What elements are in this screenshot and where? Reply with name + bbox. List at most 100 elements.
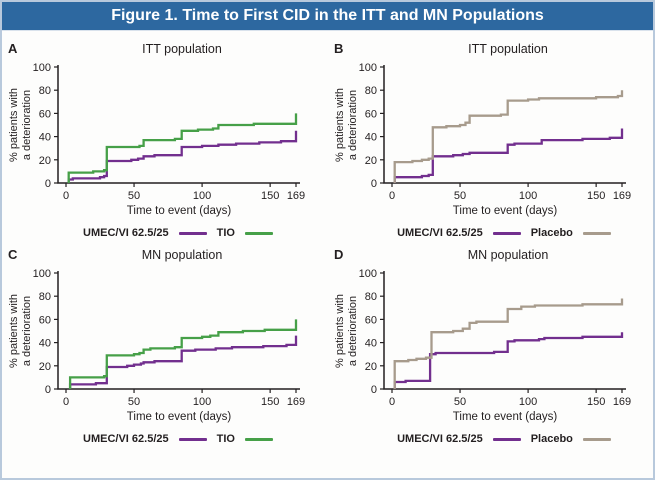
- y-tick-label: 80: [365, 85, 377, 97]
- panel-title: ITT population: [142, 42, 222, 56]
- x-tick-label: 0: [63, 396, 69, 408]
- legend-line-swatch: [244, 437, 273, 441]
- y-tick-label: 60: [39, 108, 51, 120]
- y-tick-label: 0: [45, 384, 51, 396]
- axis-lines: [383, 65, 626, 184]
- y-axis-label-line: % patients with: [8, 88, 20, 162]
- panel-a: A ITT population 0 20 40 60 80 100 0 50 100 150 169 T…: [2, 37, 328, 243]
- x-tick-label: 100: [519, 190, 537, 202]
- x-tick-label: 169: [613, 190, 631, 202]
- legend-label: UMEC/VI 62.5/25: [83, 433, 169, 445]
- series-line-tio: [68, 319, 298, 389]
- legend-label: UMEC/VI 62.5/25: [83, 227, 169, 239]
- series-line-placebo: [393, 90, 624, 183]
- x-tick-label: 50: [454, 190, 466, 202]
- y-tick-label: 100: [359, 62, 377, 74]
- legend-line-swatch: [582, 437, 611, 441]
- legend-panel-d: UMEC/VI 62.5/25 Placebo: [371, 429, 611, 449]
- x-tick-label: 150: [261, 190, 279, 202]
- legend-panel-a: UMEC/VI 62.5/25 TIO: [57, 223, 273, 243]
- x-tick-label: 50: [128, 396, 140, 408]
- y-tick-label: 40: [39, 338, 51, 350]
- legend-line-swatch: [244, 231, 273, 235]
- y-tick-label: 0: [371, 178, 377, 190]
- panel-title: ITT population: [468, 42, 548, 56]
- x-tick-label: 150: [587, 396, 605, 408]
- x-tick-label: 150: [587, 190, 605, 202]
- y-tick-label: 60: [39, 314, 51, 326]
- panel-title: MN population: [468, 248, 549, 262]
- series-line-umec-vi-62-5-25: [393, 332, 624, 389]
- chart-panel-b: B ITT population 0 20 40 60 80 100 0 50 100 150 169 T…: [334, 41, 631, 217]
- legend-line-swatch: [178, 231, 207, 235]
- legend-label: TIO: [216, 433, 235, 445]
- x-tick-label: 50: [128, 190, 140, 202]
- x-tick-label: 0: [389, 396, 395, 408]
- chart-panel-d: D MN population 0 20 40 60 80 100 0 50 100 150 169 Ti…: [334, 247, 631, 423]
- x-tick-label: 100: [193, 190, 211, 202]
- y-axis-label-line: a deterioration: [347, 90, 359, 160]
- panel-letter: A: [8, 41, 18, 56]
- x-tick-label: 150: [261, 396, 279, 408]
- legend-label: TIO: [216, 227, 235, 239]
- x-tick-label: 169: [287, 190, 305, 202]
- x-axis-label: Time to event (days): [453, 411, 558, 423]
- x-axis-label: Time to event (days): [127, 205, 232, 217]
- panel-letter: D: [334, 247, 343, 262]
- legend-line-swatch: [492, 231, 521, 235]
- y-tick-label: 40: [365, 338, 377, 350]
- legend-line-swatch: [582, 231, 611, 235]
- series-line-umec-vi-62-5-25: [68, 335, 298, 389]
- series-line-placebo: [393, 298, 624, 389]
- y-axis-label-line: a deterioration: [21, 90, 33, 160]
- legend-panel-c: UMEC/VI 62.5/25 TIO: [57, 429, 273, 449]
- panel-title: MN population: [142, 248, 223, 262]
- y-axis-label-line: % patients with: [334, 88, 346, 162]
- y-tick-label: 0: [45, 178, 51, 190]
- y-axis-label-line: a deterioration: [21, 296, 33, 366]
- panel-d: D MN population 0 20 40 60 80 100 0 50 100 150 169 Ti…: [328, 243, 653, 449]
- y-tick-label: 60: [365, 108, 377, 120]
- y-axis-label-line: % patients with: [334, 294, 346, 368]
- x-axis-label: Time to event (days): [453, 205, 558, 217]
- y-tick-label: 40: [365, 132, 377, 144]
- legend-label: UMEC/VI 62.5/25: [397, 433, 483, 445]
- chart-panel-c: C MN population 0 20 40 60 80 100 0 50 100 150 169 Ti…: [8, 247, 305, 423]
- panels-grid: A ITT population 0 20 40 60 80 100 0 50 100 150 169 T…: [2, 31, 653, 449]
- x-axis-label: Time to event (days): [127, 411, 232, 423]
- series-line-umec-vi-62-5-25: [393, 128, 624, 183]
- x-tick-label: 0: [389, 190, 395, 202]
- y-axis-label-line: % patients with: [8, 294, 20, 368]
- series-line-umec-vi-62-5-25: [67, 130, 298, 183]
- legend-label: UMEC/VI 62.5/25: [397, 227, 483, 239]
- panel-c: C MN population 0 20 40 60 80 100 0 50 100 150 169 Ti…: [2, 243, 328, 449]
- x-tick-label: 169: [613, 396, 631, 408]
- legend-label: Placebo: [530, 227, 573, 239]
- x-tick-label: 0: [63, 190, 69, 202]
- panel-letter: B: [334, 41, 343, 56]
- y-tick-label: 80: [39, 291, 51, 303]
- y-tick-label: 0: [371, 384, 377, 396]
- chart-panel-a: A ITT population 0 20 40 60 80 100 0 50 100 150 169 T…: [8, 41, 305, 217]
- y-tick-label: 100: [33, 62, 51, 74]
- y-tick-label: 20: [39, 361, 51, 373]
- axis-lines: [383, 271, 626, 390]
- x-tick-label: 50: [454, 396, 466, 408]
- y-tick-label: 20: [39, 155, 51, 167]
- legend-label: Placebo: [530, 433, 573, 445]
- y-axis-label-line: a deterioration: [347, 296, 359, 366]
- legend-line-swatch: [492, 437, 521, 441]
- x-tick-label: 100: [193, 396, 211, 408]
- figure-title: Figure 1. Time to First CID in the ITT a…: [111, 7, 544, 24]
- panel-letter: C: [8, 247, 18, 262]
- y-tick-label: 100: [33, 268, 51, 280]
- y-tick-label: 60: [365, 314, 377, 326]
- y-tick-label: 40: [39, 132, 51, 144]
- series-line-tio: [67, 113, 298, 183]
- legend-panel-b: UMEC/VI 62.5/25 Placebo: [371, 223, 611, 243]
- y-tick-label: 80: [39, 85, 51, 97]
- y-tick-label: 20: [365, 155, 377, 167]
- y-tick-label: 80: [365, 291, 377, 303]
- x-tick-label: 100: [519, 396, 537, 408]
